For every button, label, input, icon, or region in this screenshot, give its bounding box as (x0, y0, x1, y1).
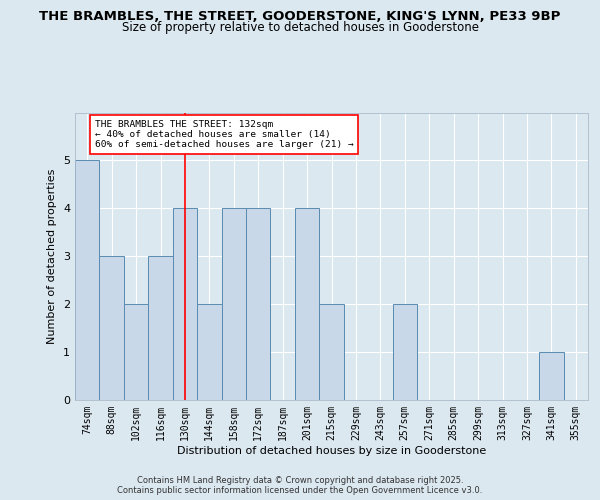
Bar (100, 256, 124, 400)
Text: THE BRAMBLES THE STREET: 132sqm
← 40% of detached houses are smaller (14)
60% of: THE BRAMBLES THE STREET: 132sqm ← 40% of… (95, 120, 353, 150)
Bar (319, 304, 344, 400)
Bar (246, 208, 271, 400)
Text: THE BRAMBLES, THE STREET, GOODERSTONE, KING'S LYNN, PE33 9BP: THE BRAMBLES, THE STREET, GOODERSTONE, K… (40, 10, 560, 23)
Bar (295, 208, 319, 400)
Text: Contains HM Land Registry data © Crown copyright and database right 2025.
Contai: Contains HM Land Registry data © Crown c… (118, 476, 482, 495)
Text: Size of property relative to detached houses in Gooderstone: Size of property relative to detached ho… (121, 21, 479, 34)
Bar (173, 208, 197, 400)
Bar (221, 208, 246, 400)
Bar (197, 304, 221, 400)
Bar (539, 352, 563, 400)
X-axis label: Distribution of detached houses by size in Gooderstone: Distribution of detached houses by size … (177, 446, 486, 456)
Bar (392, 304, 417, 400)
Y-axis label: Number of detached properties: Number of detached properties (47, 168, 58, 344)
Bar (148, 256, 173, 400)
Bar (75, 160, 100, 400)
Bar (124, 304, 148, 400)
